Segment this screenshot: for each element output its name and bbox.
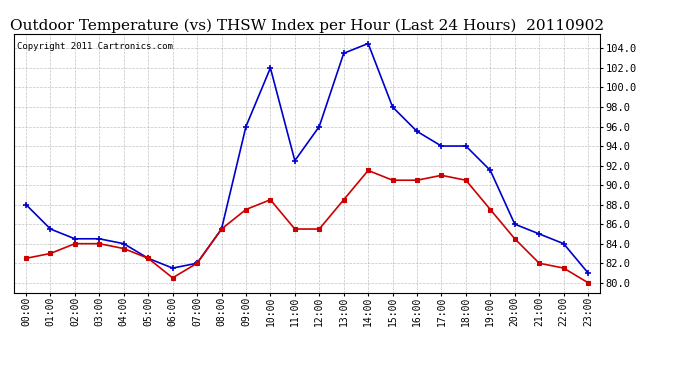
Title: Outdoor Temperature (vs) THSW Index per Hour (Last 24 Hours)  20110902: Outdoor Temperature (vs) THSW Index per … [10,18,604,33]
Text: Copyright 2011 Cartronics.com: Copyright 2011 Cartronics.com [17,42,172,51]
